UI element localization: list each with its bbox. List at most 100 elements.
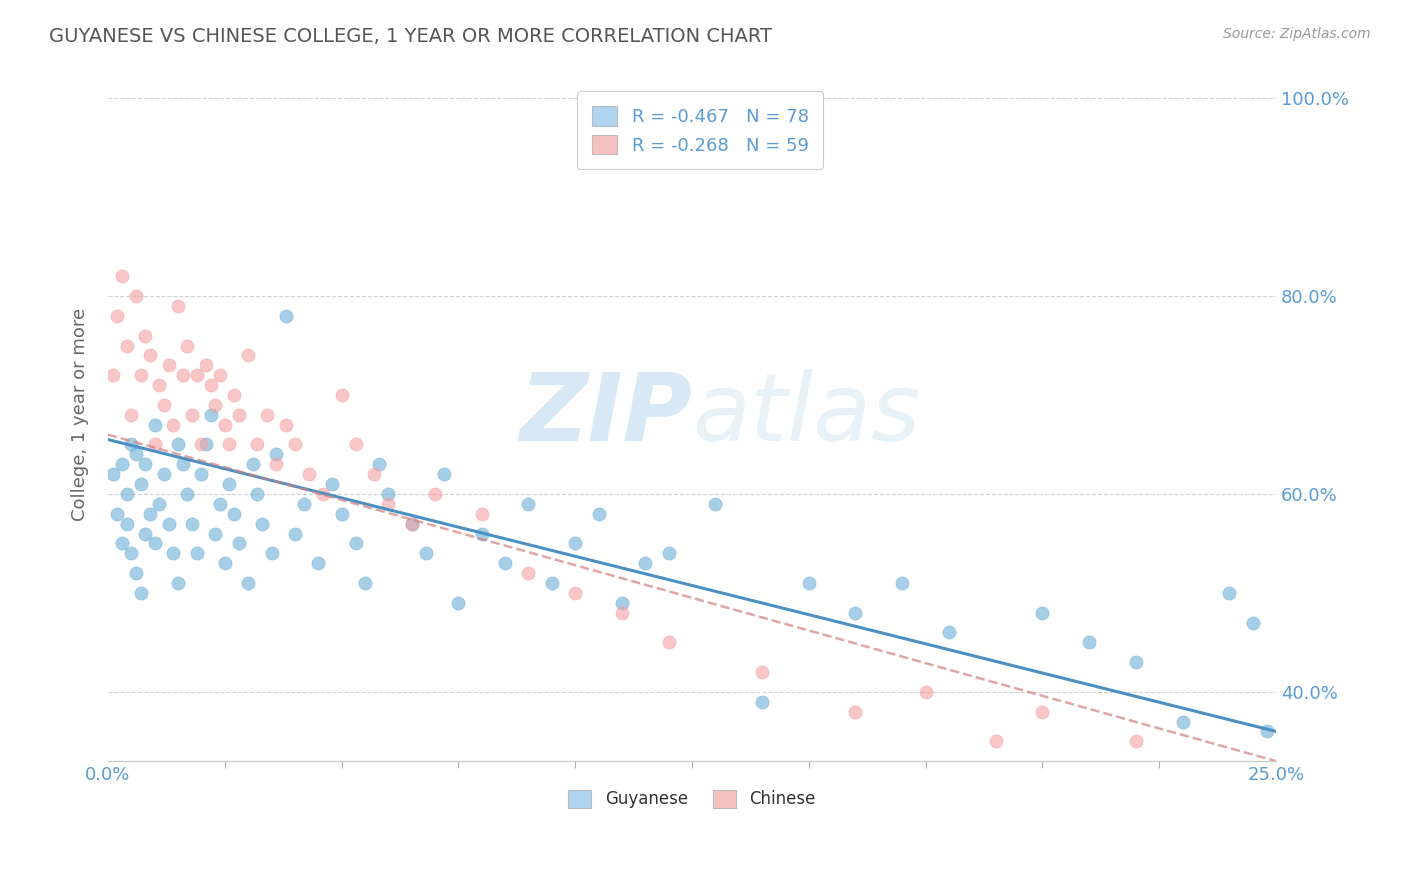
Point bbox=[246, 487, 269, 501]
Point bbox=[610, 596, 633, 610]
Point bbox=[1171, 784, 1194, 798]
Point bbox=[129, 368, 152, 383]
Point bbox=[172, 368, 194, 383]
Point bbox=[236, 348, 259, 362]
Point bbox=[517, 566, 540, 580]
Point bbox=[143, 417, 166, 432]
Point bbox=[148, 378, 170, 392]
Point bbox=[236, 576, 259, 591]
Point bbox=[204, 398, 226, 412]
Point bbox=[139, 507, 162, 521]
Point bbox=[195, 437, 218, 451]
Point bbox=[224, 507, 246, 521]
Text: GUYANESE VS CHINESE COLLEGE, 1 YEAR OR MORE CORRELATION CHART: GUYANESE VS CHINESE COLLEGE, 1 YEAR OR M… bbox=[49, 27, 772, 45]
Point bbox=[157, 359, 180, 373]
Point bbox=[125, 447, 148, 461]
Point bbox=[143, 437, 166, 451]
Point bbox=[471, 526, 494, 541]
Point bbox=[264, 447, 287, 461]
Point bbox=[218, 437, 240, 451]
Point bbox=[610, 606, 633, 620]
Point bbox=[139, 348, 162, 362]
Point bbox=[120, 437, 142, 451]
Point bbox=[228, 536, 250, 550]
Point bbox=[891, 576, 914, 591]
Point bbox=[284, 526, 307, 541]
Point bbox=[181, 516, 204, 531]
Point bbox=[190, 467, 212, 482]
Point bbox=[157, 516, 180, 531]
Point bbox=[377, 487, 399, 501]
Point bbox=[115, 487, 138, 501]
Point bbox=[330, 388, 353, 402]
Point bbox=[588, 507, 610, 521]
Point bbox=[344, 536, 367, 550]
Text: atlas: atlas bbox=[692, 369, 920, 460]
Point bbox=[134, 328, 156, 343]
Point bbox=[125, 289, 148, 303]
Point bbox=[344, 437, 367, 451]
Point bbox=[224, 388, 246, 402]
Point bbox=[401, 516, 423, 531]
Point bbox=[115, 516, 138, 531]
Point bbox=[298, 467, 321, 482]
Point bbox=[260, 546, 283, 560]
Point bbox=[218, 477, 240, 491]
Point bbox=[209, 497, 232, 511]
Text: ZIP: ZIP bbox=[519, 368, 692, 461]
Point bbox=[330, 507, 353, 521]
Point bbox=[1260, 863, 1282, 877]
Point bbox=[284, 437, 307, 451]
Point bbox=[415, 546, 437, 560]
Point bbox=[214, 417, 236, 432]
Point bbox=[844, 606, 866, 620]
Point bbox=[1209, 804, 1232, 818]
Point bbox=[1241, 615, 1264, 630]
Point bbox=[148, 497, 170, 511]
Point bbox=[634, 556, 657, 570]
Point bbox=[111, 536, 134, 550]
Point bbox=[129, 586, 152, 600]
Point bbox=[167, 299, 190, 313]
Point bbox=[704, 497, 727, 511]
Point bbox=[984, 734, 1007, 748]
Point bbox=[214, 556, 236, 570]
Point bbox=[162, 546, 184, 560]
Point bbox=[167, 437, 190, 451]
Point bbox=[209, 368, 232, 383]
Point bbox=[120, 546, 142, 560]
Point bbox=[125, 566, 148, 580]
Point bbox=[1031, 606, 1053, 620]
Point bbox=[186, 546, 208, 560]
Point bbox=[564, 586, 586, 600]
Point bbox=[228, 408, 250, 422]
Point bbox=[751, 665, 773, 679]
Point bbox=[105, 507, 128, 521]
Point bbox=[134, 526, 156, 541]
Point bbox=[423, 487, 446, 501]
Point bbox=[1031, 705, 1053, 719]
Point bbox=[153, 467, 176, 482]
Point bbox=[190, 437, 212, 451]
Point bbox=[1078, 635, 1101, 649]
Point bbox=[162, 417, 184, 432]
Point bbox=[181, 408, 204, 422]
Point bbox=[120, 408, 142, 422]
Point bbox=[517, 497, 540, 511]
Point bbox=[176, 338, 198, 352]
Point bbox=[312, 487, 335, 501]
Point bbox=[242, 457, 264, 471]
Point bbox=[307, 556, 329, 570]
Point bbox=[658, 546, 681, 560]
Point bbox=[246, 437, 269, 451]
Point bbox=[101, 368, 124, 383]
Point bbox=[368, 457, 391, 471]
Y-axis label: College, 1 year or more: College, 1 year or more bbox=[72, 309, 89, 521]
Point bbox=[195, 359, 218, 373]
Point bbox=[200, 378, 222, 392]
Point bbox=[143, 536, 166, 550]
Point bbox=[433, 467, 456, 482]
Point bbox=[1256, 724, 1278, 739]
Point bbox=[129, 477, 152, 491]
Point bbox=[494, 556, 516, 570]
